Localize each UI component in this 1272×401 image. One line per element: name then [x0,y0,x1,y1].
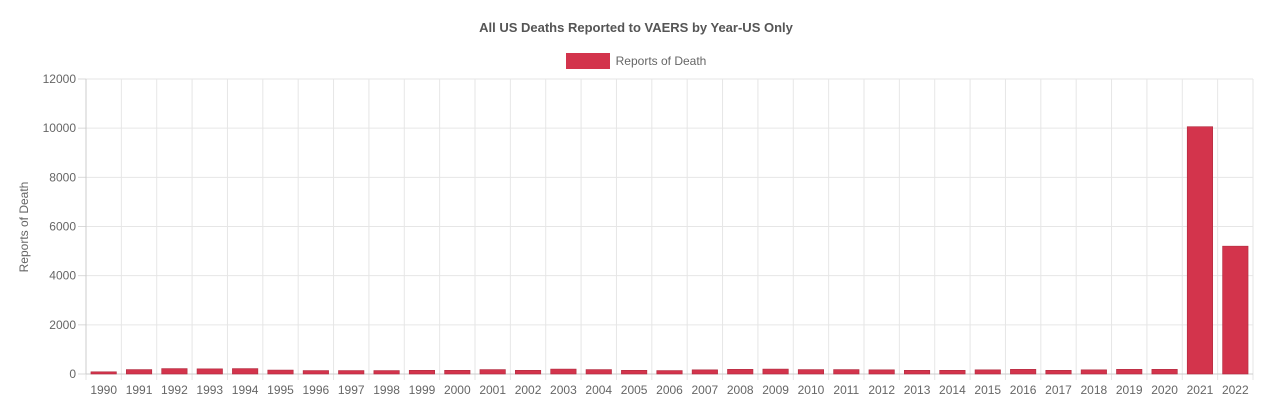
bar-2015[interactable] [974,369,1001,375]
bar-1995[interactable] [267,369,294,375]
x-tick-label: 1990 [90,383,117,397]
x-tick-label: 1992 [161,383,188,397]
bar-1998[interactable] [373,370,400,375]
bar-1990[interactable] [90,371,117,375]
bar-2012[interactable] [868,369,895,375]
x-tick-label: 2021 [1187,383,1214,397]
y-tick-label: 12000 [43,72,77,86]
x-tick-label: 2016 [1010,383,1037,397]
bar-2019[interactable] [1116,369,1143,375]
tick-labels: 0 2000 4000 6000 8000 10000 12000 1990 1991 1992 1… [43,72,1249,397]
legend-label[interactable]: Reports of Death [615,54,707,68]
bar-2018[interactable] [1080,369,1107,375]
bar-2016[interactable] [1010,369,1037,375]
x-tick-label: 2022 [1222,383,1249,397]
bar-1994[interactable] [232,368,259,375]
x-tick-label: 2006 [656,383,683,397]
x-tick-label: 2009 [762,383,789,397]
x-tick-label: 1995 [267,383,294,397]
y-tick-label: 6000 [49,220,76,234]
bar-2001[interactable] [479,369,506,375]
x-tick-label: 1994 [232,383,259,397]
bar-2007[interactable] [691,369,718,375]
y-tick-label: 0 [69,367,76,381]
x-tick-label: 2004 [585,383,612,397]
bar-2000[interactable] [444,370,471,375]
bar-2006[interactable] [656,370,683,375]
bar-2003[interactable] [550,368,577,375]
bar-2009[interactable] [762,368,789,375]
legend[interactable]: Reports of Death [0,53,1272,69]
y-tick-label: 10000 [43,121,77,135]
legend-swatch[interactable] [565,53,610,69]
bar-2022[interactable] [1222,245,1249,375]
bar-2004[interactable] [585,369,612,375]
chart-title: All US Deaths Reported to VAERS by Year-… [479,20,793,35]
x-tick-label: 2018 [1081,383,1108,397]
x-tick-label: 1993 [196,383,223,397]
y-tick-label: 8000 [49,170,76,184]
bar-1996[interactable] [302,370,329,375]
bar-1992[interactable] [161,368,188,375]
bar-2021[interactable] [1186,126,1213,375]
x-tick-label: 2020 [1151,383,1178,397]
x-tick-label: 2019 [1116,383,1143,397]
bar-1993[interactable] [196,368,223,375]
bar-2008[interactable] [727,369,754,375]
x-tick-label: 2013 [904,383,931,397]
bar-2011[interactable] [833,369,860,375]
x-tick-label: 2011 [833,383,859,397]
x-tick-label: 2003 [550,383,577,397]
grid [85,78,1254,380]
x-tick-label: 1991 [126,383,153,397]
bar-2020[interactable] [1151,369,1178,375]
y-tick-label: 2000 [49,318,76,332]
x-tick-label: 1999 [409,383,436,397]
x-tick-label: 2010 [798,383,825,397]
x-tick-label: 2012 [868,383,895,397]
bar-1997[interactable] [338,370,365,375]
bar-2014[interactable] [939,370,966,375]
y-tick-label: 4000 [49,269,76,283]
x-tick-label: 1996 [303,383,330,397]
x-tick-label: 2000 [444,383,471,397]
bar-2002[interactable] [515,370,542,375]
bar-2005[interactable] [621,370,648,375]
y-axis-title: Reports of Death [17,182,31,273]
x-tick-label: 1998 [373,383,400,397]
x-tick-label: 2007 [692,383,719,397]
x-tick-label: 2014 [939,383,966,397]
x-tick-label: 2002 [515,383,542,397]
x-tick-label: 2001 [479,383,506,397]
x-tick-label: 2017 [1045,383,1072,397]
x-tick-label: 1997 [338,383,365,397]
bar-1999[interactable] [408,370,435,375]
bar-2010[interactable] [797,369,824,375]
bars [90,126,1249,375]
bar-2017[interactable] [1045,370,1072,375]
x-tick-label: 2005 [621,383,648,397]
bar-1991[interactable] [126,369,153,375]
x-tick-label: 2008 [727,383,754,397]
x-tick-label: 2015 [974,383,1001,397]
bar-2013[interactable] [904,370,931,375]
